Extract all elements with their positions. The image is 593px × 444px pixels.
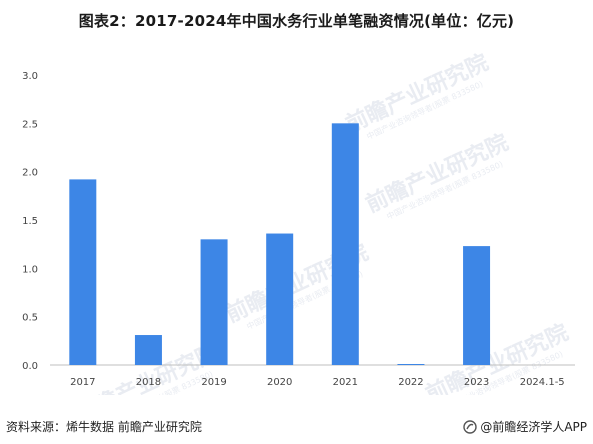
brand-logo-icon — [463, 419, 478, 434]
y-tick-label: 3.0 — [22, 71, 38, 82]
x-tick-label: 2017 — [70, 377, 95, 388]
x-tick-label: 2020 — [267, 377, 292, 388]
bar-2018 — [134, 335, 162, 365]
y-tick-label: 1.5 — [22, 216, 38, 227]
y-tick-label: 2.0 — [22, 168, 38, 179]
chart-title: 图表2：2017-2024年中国水务行业单笔融资情况(单位：亿元) — [78, 12, 515, 30]
bar-2019 — [200, 239, 228, 365]
y-tick-label: 1.0 — [22, 264, 38, 275]
y-tick-label: 0.0 — [22, 361, 38, 372]
x-tick-label: 2021 — [333, 377, 358, 388]
x-tick-label: 2022 — [398, 377, 423, 388]
brand-text: @前瞻经济学人APP — [480, 420, 587, 434]
bar-2023 — [463, 246, 491, 365]
x-tick-labels: 2017 2018 2019 2020 2021 2022 2023 2024.1-5 — [70, 377, 565, 388]
bar-2021 — [331, 123, 359, 365]
y-tick-label: 2.5 — [22, 119, 38, 130]
x-tick-label: 2019 — [201, 377, 226, 388]
x-tick-label: 2018 — [136, 377, 161, 388]
source-note: 资料来源：烯牛数据 前瞻产业研究院 — [6, 420, 202, 434]
bar-2022 — [397, 364, 425, 365]
y-tick-label: 0.5 — [22, 313, 38, 324]
bars — [69, 123, 491, 365]
brand-credit: @前瞻经济学人APP — [463, 418, 587, 435]
bar-2020 — [266, 233, 294, 365]
y-tick-labels: 0.0 0.5 1.0 1.5 2.0 2.5 3.0 — [22, 71, 38, 372]
x-tick-label: 2024.1-5 — [520, 377, 565, 388]
bar-2017 — [69, 179, 97, 365]
footer: 资料来源：烯牛数据 前瞻产业研究院 @前瞻经济学人APP — [6, 416, 587, 436]
x-tick-label: 2023 — [464, 377, 489, 388]
